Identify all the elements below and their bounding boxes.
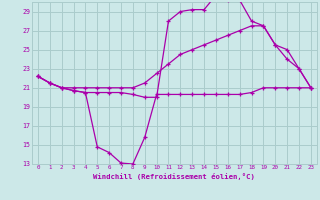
X-axis label: Windchill (Refroidissement éolien,°C): Windchill (Refroidissement éolien,°C) [93,173,255,180]
